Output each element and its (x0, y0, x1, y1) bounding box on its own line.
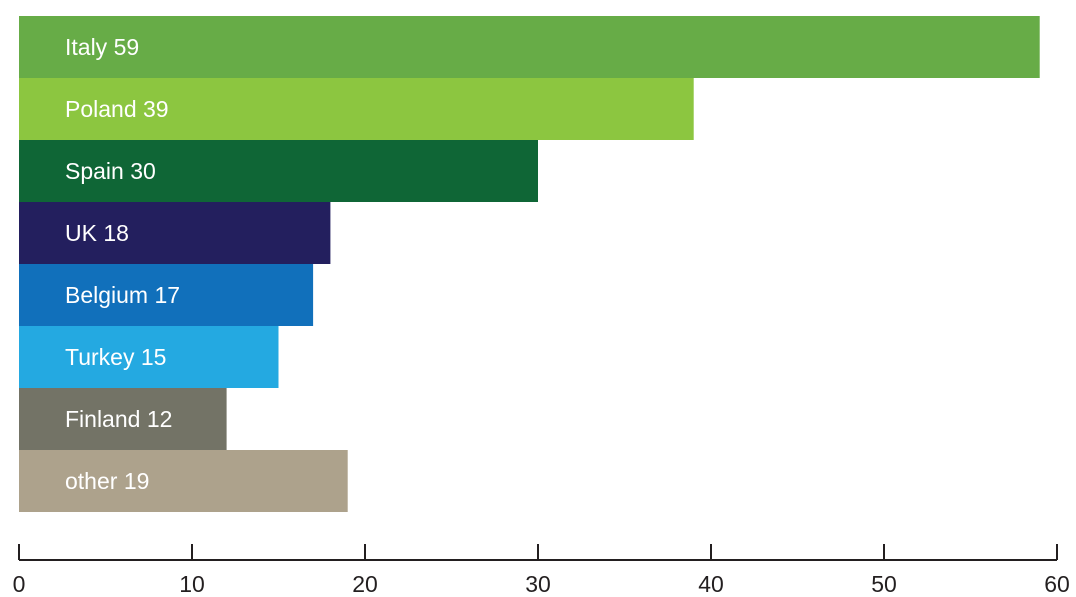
bar-poland (19, 78, 694, 140)
bar-other (19, 450, 348, 512)
bar-spain (19, 140, 538, 202)
bar-label-spain: Spain 30 (65, 158, 156, 184)
bar-label-italy: Italy 59 (65, 34, 139, 60)
bar-uk (19, 202, 331, 264)
bar-label-poland: Poland 39 (65, 96, 169, 122)
x-tick-label: 10 (179, 571, 205, 597)
bar-label-uk: UK 18 (65, 220, 129, 246)
x-tick-label: 30 (525, 571, 551, 597)
x-axis: 0 10 20 30 40 50 60 (13, 544, 1070, 597)
bar-italy (19, 16, 1040, 78)
x-tick-label: 20 (352, 571, 378, 597)
bar-label-turkey: Turkey 15 (65, 344, 166, 370)
bar-label-other: other 19 (65, 468, 149, 494)
x-tick-label: 0 (13, 571, 26, 597)
x-tick-label: 40 (698, 571, 724, 597)
bars-group: Italy 59 Poland 39 Spain 30 UK 18 Belgium 17… (19, 16, 1040, 512)
x-tick-label: 50 (871, 571, 897, 597)
bar-label-finland: Finland 12 (65, 406, 172, 432)
bar-finland (19, 388, 227, 450)
bar-turkey (19, 326, 279, 388)
bar-belgium (19, 264, 314, 326)
x-tick-label: 60 (1044, 571, 1070, 597)
bar-label-belgium: Belgium 17 (65, 282, 180, 308)
